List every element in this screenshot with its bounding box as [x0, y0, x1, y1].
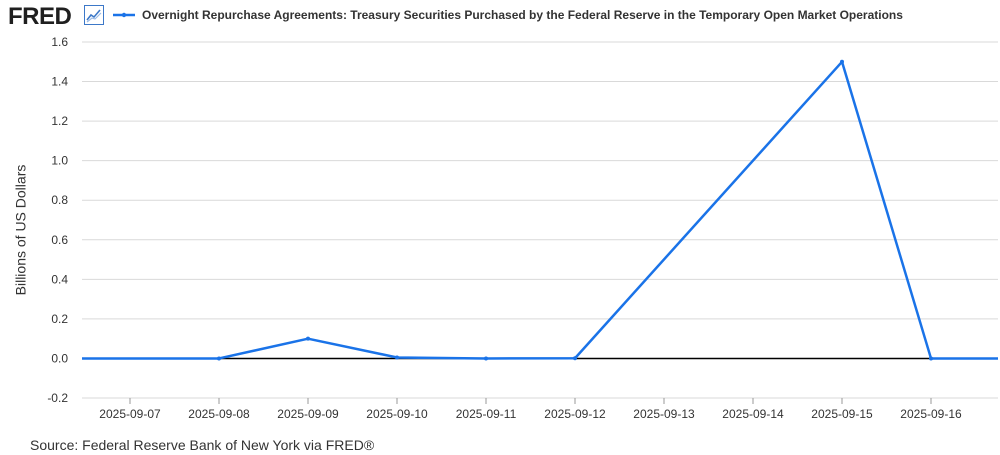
- x-tick-label: 2025-09-15: [811, 407, 873, 421]
- data-point[interactable]: [395, 355, 399, 360]
- x-tick-label: 2025-09-12: [544, 407, 606, 421]
- chart-header: FRED Overnight Repurchase Agreements: Tr…: [0, 0, 1000, 30]
- fred-logo[interactable]: FRED: [8, 3, 72, 30]
- y-tick-label: 0.6: [51, 233, 68, 247]
- y-tick-label: 1.0: [51, 154, 68, 168]
- x-tick-label: 2025-09-13: [633, 407, 695, 421]
- y-tick-label: 1.2: [51, 114, 68, 128]
- legend: Overnight Repurchase Agreements: Treasur…: [112, 7, 903, 23]
- x-tick-label: 2025-09-09: [277, 407, 339, 421]
- x-tick-label: 2025-09-14: [722, 407, 784, 421]
- x-tick-label: 2025-09-16: [900, 407, 962, 421]
- y-tick-label: 0.0: [51, 351, 68, 365]
- x-tick-label: 2025-09-07: [99, 407, 161, 421]
- x-tick-label: 2025-09-10: [366, 407, 428, 421]
- line-chart-icon: [84, 5, 104, 25]
- y-tick-label: -0.2: [47, 391, 68, 405]
- x-tick-label: 2025-09-08: [188, 407, 250, 421]
- x-tick-label: 2025-09-11: [456, 407, 517, 421]
- data-point[interactable]: [306, 336, 310, 341]
- data-point[interactable]: [484, 356, 488, 361]
- source-note: Source: Federal Reserve Bank of New York…: [30, 437, 375, 453]
- legend-swatch: [113, 12, 135, 18]
- data-point[interactable]: [929, 356, 933, 361]
- y-tick-label: 0.8: [51, 193, 68, 207]
- data-point[interactable]: [217, 356, 221, 361]
- y-tick-label: 1.4: [51, 75, 68, 89]
- series-line: [218, 60, 933, 360]
- y-tick-label: 0.4: [51, 272, 68, 286]
- legend-label: Overnight Repurchase Agreements: Treasur…: [142, 8, 903, 22]
- data-point[interactable]: [573, 356, 577, 361]
- y-tick-label: 1.6: [51, 35, 68, 49]
- data-point[interactable]: [840, 59, 844, 64]
- y-tick-label: 0.2: [51, 312, 68, 326]
